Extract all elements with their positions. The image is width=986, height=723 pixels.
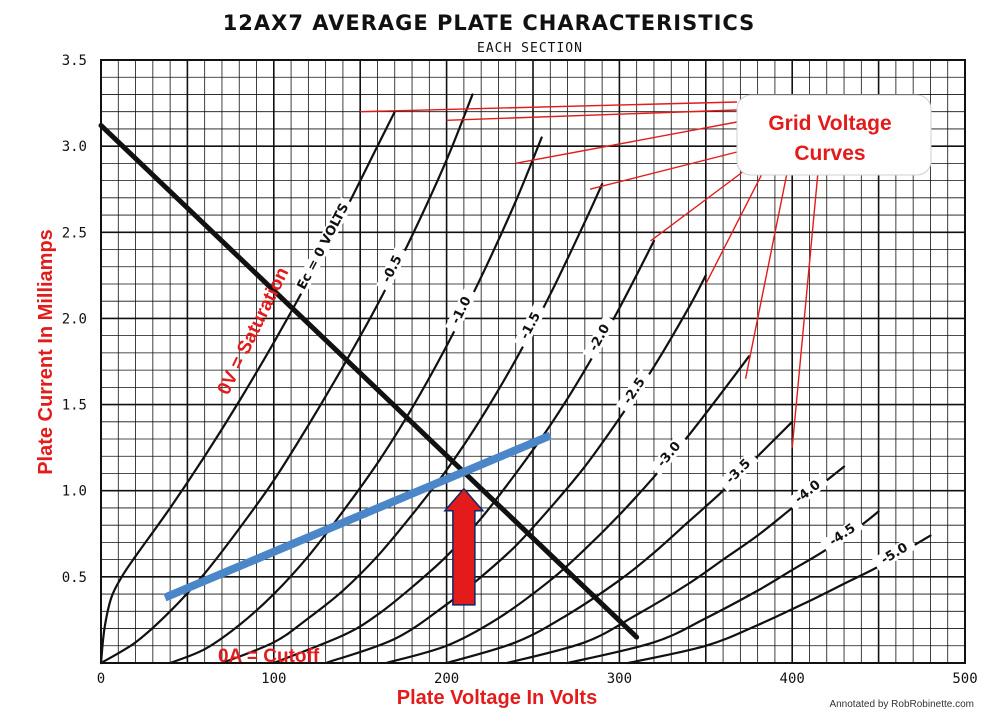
x-axis-label: Plate Voltage In Volts [397, 687, 597, 709]
callout-leader-line [446, 109, 738, 121]
annotation-credit: Annotated by RobRobinette.com [829, 699, 974, 710]
curve-label: -0.5 [379, 253, 405, 285]
y-tick-label: 1.5 [62, 398, 87, 414]
x-tick-label: 500 [952, 671, 977, 687]
load-line [98, 122, 640, 640]
grid-curve-2-5 [324, 274, 707, 665]
callout-line-2: Curves [794, 142, 865, 165]
callout-leader-line [791, 171, 819, 448]
chart-title: 12AX7 AVERAGE PLATE CHARACTERISTICS [223, 11, 756, 35]
curve-label-bg [871, 536, 917, 571]
curve-label-bg [445, 287, 478, 333]
callout-leader-line [360, 101, 738, 113]
grid-voltage-callout-lines [360, 101, 819, 448]
curve-label-bg [786, 472, 830, 512]
y-tick-label: 2.0 [62, 311, 87, 327]
callout-box [736, 94, 932, 176]
curve-label-bg [616, 368, 653, 414]
curve-label-bg [582, 315, 617, 361]
curve-label-bg [513, 302, 547, 349]
x-tick-label: 100 [261, 671, 286, 687]
chart-subtitle: EACH SECTION [477, 41, 583, 56]
y-axis-label: Plate Current In Milliamps [35, 229, 57, 475]
y-tick-label: 0.5 [62, 570, 87, 586]
x-tick-label: 300 [607, 671, 632, 687]
callout-line-1: Grid Voltage [768, 112, 891, 135]
x-tick-label: 200 [434, 671, 459, 687]
curve-label-bg [375, 246, 409, 292]
callout-leader-line [589, 151, 738, 190]
callout-leader-line [650, 167, 749, 242]
callout-leader-line [744, 172, 788, 379]
grid-curve-3-0 [385, 355, 751, 665]
grid-voltage-callout: Grid Voltage Curves [736, 94, 932, 176]
x-tick-label: 400 [780, 671, 805, 687]
y-tick-label: 1.0 [62, 484, 87, 500]
bias-line [163, 431, 552, 602]
curve-label-bg [717, 450, 759, 492]
grid-curve-1-0 [169, 136, 543, 665]
x-tick-label: 0 [97, 671, 105, 687]
overlay-lines [98, 122, 640, 640]
y-tick-label: 2.5 [62, 225, 87, 241]
curve-label-bg [292, 197, 354, 296]
grid-curve-0-5 [99, 93, 474, 665]
y-tick-label: 3.0 [62, 139, 87, 155]
callout-leader-line [705, 171, 764, 285]
plot-frame [100, 59, 966, 664]
curve-labels: Ec = 0 VOLTS -0.5-1.0 -1.5 -2.0-2.5-3.0-3.5… [292, 197, 917, 571]
callout-leader-line [515, 121, 738, 165]
red-up-arrow [443, 487, 485, 606]
tick-labels: 0 100 200 300 400 500 0.5 1.0 1.5 2.0 2.5 3.0 3.5 [62, 53, 978, 687]
y-tick-label: 3.5 [62, 53, 87, 69]
curve-label-bg [820, 516, 865, 554]
cutoff-annotation: 0A = Cutoff [218, 646, 320, 667]
curve-label: -1.0 [449, 294, 475, 326]
curve-label-bg [649, 432, 689, 476]
